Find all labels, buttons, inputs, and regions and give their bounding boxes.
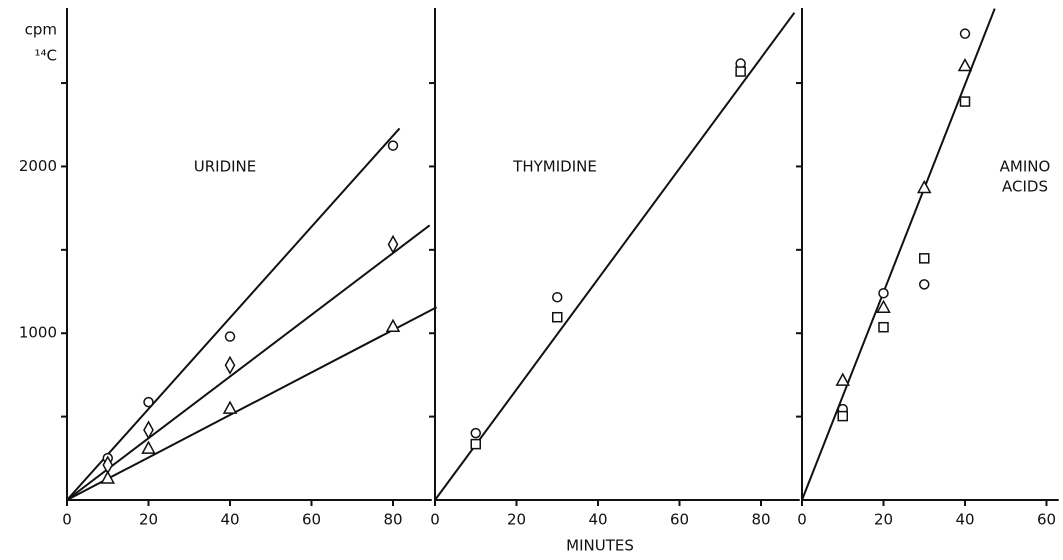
x-axis-label: MINUTES [566, 537, 634, 555]
data-point [224, 355, 236, 375]
y-axis-label: ¹⁴C [35, 47, 58, 65]
data-point [957, 57, 973, 72]
data-point [222, 400, 238, 414]
panel-label: URIDINE [194, 158, 257, 176]
data-point [552, 291, 563, 303]
data-point [470, 438, 481, 450]
data-point [224, 331, 236, 342]
x-tick-label: 40 [220, 511, 239, 529]
data-point [143, 396, 154, 408]
data-point [387, 140, 399, 151]
panel-label: ACIDS [1002, 178, 1048, 196]
x-tick-label: 20 [874, 511, 893, 529]
x-tick-label: 20 [507, 511, 526, 529]
data-point [919, 279, 930, 290]
x-tick-label: 80 [751, 511, 770, 529]
data-point [385, 318, 401, 332]
x-tick-label: 0 [430, 511, 440, 529]
data-point [878, 321, 889, 333]
data-point [837, 410, 848, 422]
data-point [735, 66, 746, 77]
data-point [835, 372, 851, 386]
data-point [878, 287, 889, 299]
data-point [959, 96, 971, 107]
x-tick-label: 60 [1037, 511, 1056, 529]
x-tick-label: 60 [670, 511, 689, 529]
data-point [552, 311, 563, 323]
data-point [916, 179, 932, 194]
x-tick-label: 0 [62, 511, 72, 529]
fit-line [66, 224, 431, 501]
panel-label: AMINO [1000, 158, 1051, 176]
x-tick-label: 20 [139, 511, 158, 529]
data-point [141, 440, 156, 454]
fit-line [66, 306, 438, 501]
data-point [876, 299, 891, 313]
fit-line [66, 127, 401, 501]
x-tick-label: 80 [383, 511, 402, 529]
y-tick-label: 2000 [19, 157, 57, 175]
y-tick-label: 1000 [19, 324, 57, 342]
x-tick-label: 40 [955, 511, 974, 529]
x-tick-label: 40 [588, 511, 607, 529]
data-point [919, 253, 930, 264]
x-tick-label: 0 [797, 511, 807, 529]
x-tick-label: 60 [302, 511, 321, 529]
data-point [143, 420, 154, 440]
data-point [470, 427, 481, 439]
fit-line [434, 12, 796, 501]
panel-label: THYMIDINE [512, 158, 597, 176]
data-point [959, 28, 971, 39]
fit-line [801, 8, 996, 501]
y-axis-label: cpm [25, 21, 57, 39]
data-point [100, 470, 116, 484]
data-point [387, 234, 399, 254]
